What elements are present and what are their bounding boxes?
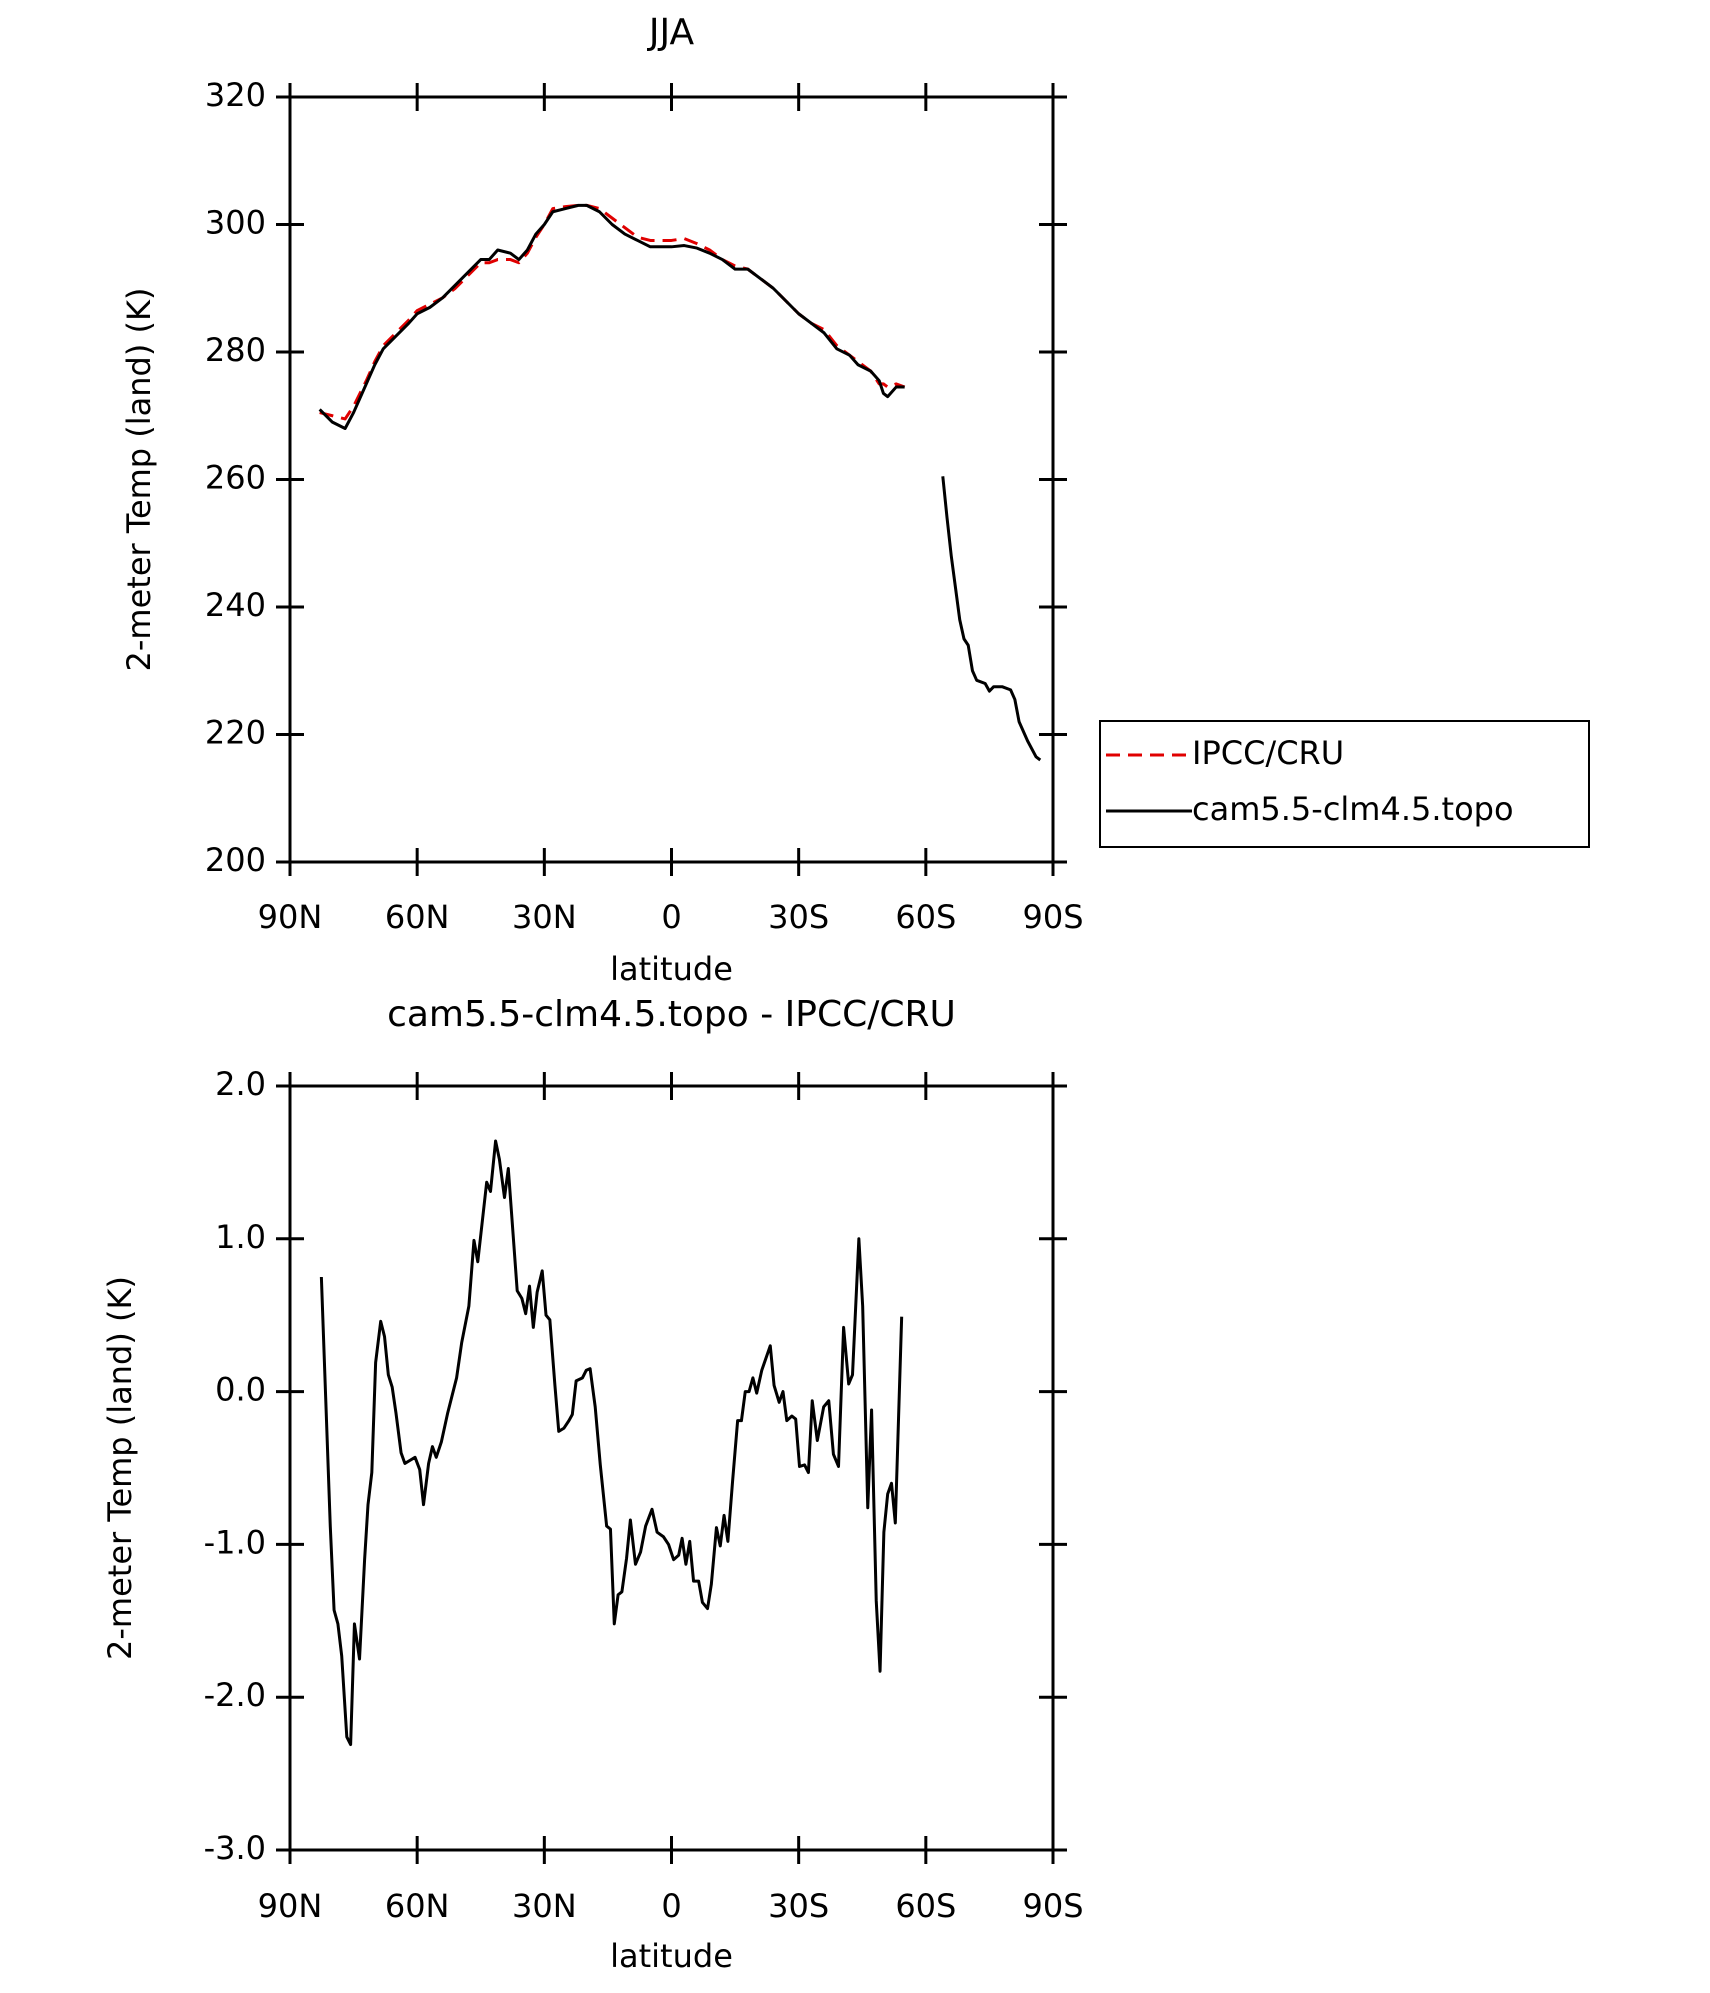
plot-frame: [288, 1084, 1055, 1852]
series-line: [319, 1139, 904, 1747]
x-tick-label: 30N: [512, 898, 577, 936]
y-tick-label: 260: [205, 459, 266, 497]
x-tick-label: 30S: [768, 898, 829, 936]
chart-title: JJA: [647, 12, 695, 53]
y-tick-label: -1.0: [204, 1523, 266, 1561]
y-tick-label: -3.0: [204, 1829, 266, 1867]
x-tick-label: 60S: [895, 1887, 956, 1925]
x-tick-label: 30S: [768, 1887, 829, 1925]
y-tick-label: 300: [205, 204, 266, 242]
x-tick-label: 0: [661, 1887, 681, 1925]
x-tick-label: 30N: [512, 1887, 577, 1925]
x-tick-label: 90S: [1022, 898, 1083, 936]
x-axis-label: latitude: [610, 1937, 733, 1975]
y-tick-label: 240: [205, 586, 266, 624]
y-tick-label: 320: [205, 76, 266, 114]
y-tick-label: 280: [205, 331, 266, 369]
y-tick-label: 2.0: [215, 1065, 266, 1103]
y-tick-label: -2.0: [204, 1676, 266, 1714]
legend-label: IPCC/CRU: [1192, 734, 1344, 772]
x-tick-label: 90N: [258, 1887, 323, 1925]
plot-frame: [288, 95, 1055, 864]
y-axis-label: 2-meter Temp (land) (K): [120, 288, 158, 672]
legend-box: [1099, 720, 1590, 848]
x-tick-label: 60S: [895, 898, 956, 936]
x-tick-label: 90S: [1022, 1887, 1083, 1925]
x-tick-label: 90N: [258, 898, 323, 936]
x-tick-label: 60N: [385, 1887, 450, 1925]
series-line: [319, 203, 906, 421]
series-line: [318, 203, 1042, 762]
x-tick-label: 60N: [385, 898, 450, 936]
y-tick-label: 220: [205, 714, 266, 752]
y-axis-label: 2-meter Temp (land) (K): [101, 1276, 139, 1660]
legend-label: cam5.5-clm4.5.topo: [1192, 790, 1514, 828]
y-tick-label: 0.0: [215, 1371, 266, 1409]
x-tick-label: 0: [661, 898, 681, 936]
y-tick-label: 200: [205, 841, 266, 879]
chart-title: cam5.5-clm4.5.topo - IPCC/CRU: [387, 994, 956, 1035]
x-axis-label: latitude: [610, 950, 733, 988]
y-tick-label: 1.0: [215, 1218, 266, 1256]
